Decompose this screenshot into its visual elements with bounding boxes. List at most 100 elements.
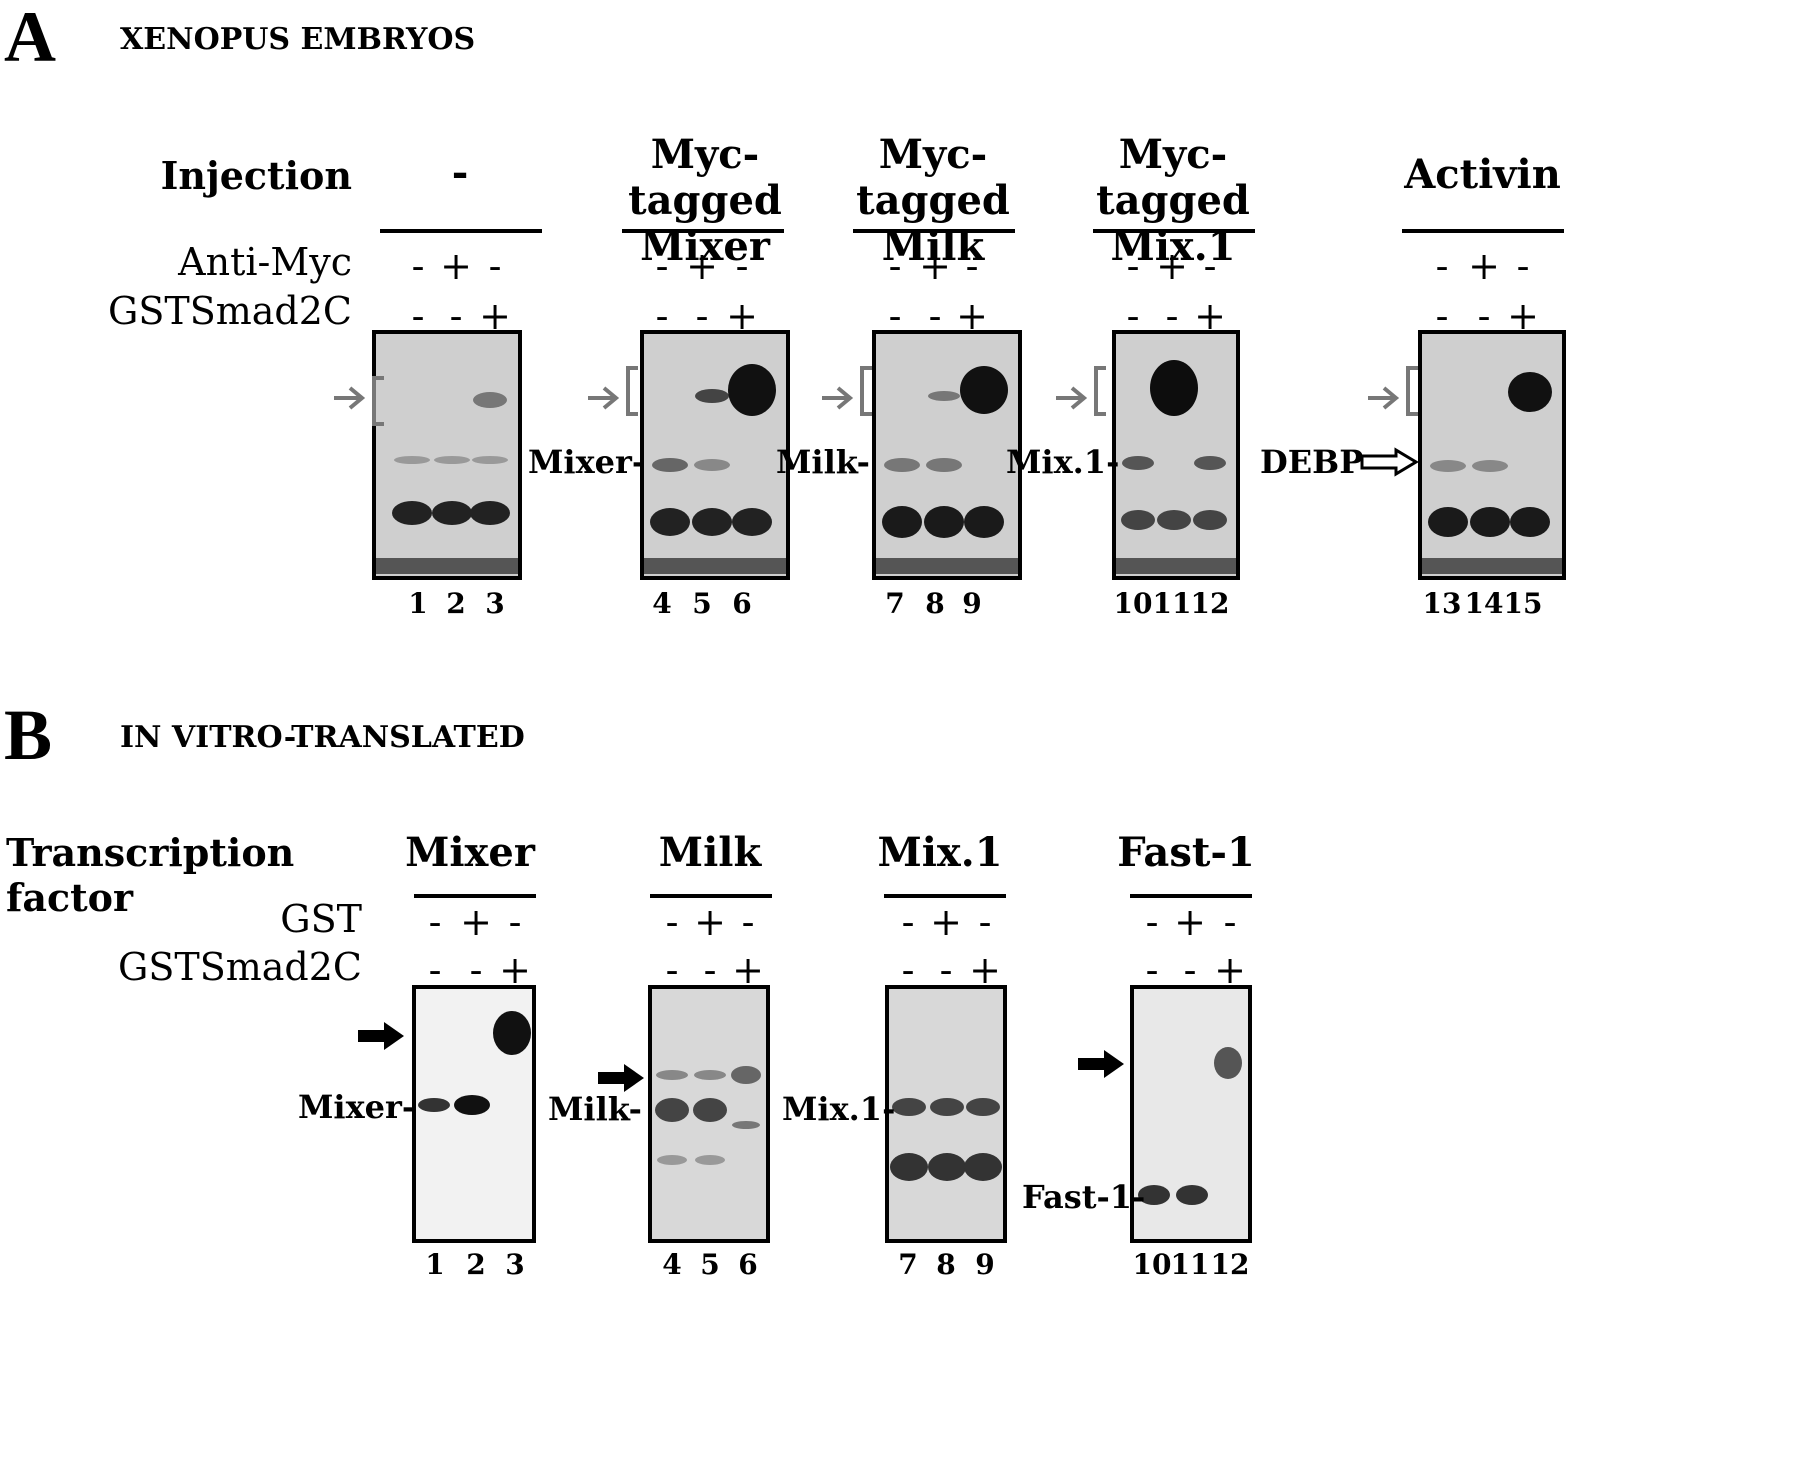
group-underline [650, 894, 772, 898]
group-underline [884, 894, 1006, 898]
gstsmad2c-sign: - [469, 948, 483, 992]
lane-number: 15 [1503, 587, 1543, 620]
band-free-probe [1193, 510, 1227, 530]
group-underline [622, 229, 784, 233]
band-free-probe [732, 508, 772, 536]
gstsmad2c-sign: - [449, 294, 463, 338]
gel-b-lanes-1-3 [412, 985, 536, 1243]
anti-myc-sign: - [735, 244, 749, 288]
gel-b-lanes-7-9 [885, 985, 1007, 1243]
row-label-gstsmad2c: GSTSmad2C [107, 289, 352, 333]
band-free-probe [1470, 507, 1510, 537]
gray-arrow-icon [822, 386, 854, 410]
band-complex [960, 366, 1008, 414]
panel-a-title: XENOPUS EMBRYOS [120, 22, 476, 57]
gel-bottom-smear [1422, 558, 1562, 574]
lane-number: 5 [692, 587, 712, 620]
panel-b-title: IN VITRO-TRANSLATED [120, 720, 525, 755]
band-free-probe [924, 506, 964, 538]
gray-arrow-icon [588, 386, 620, 410]
gst-sign: - [665, 900, 679, 944]
band-free-probe [650, 508, 690, 536]
band-free-probe [470, 501, 510, 525]
gstsmad2c-sign: - [703, 948, 717, 992]
group-underline [1402, 229, 1564, 233]
band-mix1 [930, 1098, 964, 1116]
gstsmad2c-sign: + [1214, 948, 1246, 992]
band-label-fast1-b: Fast-1- [1022, 1178, 1146, 1216]
lane-number: 10 [1113, 587, 1153, 620]
gstsmad2c-sign: - [939, 948, 953, 992]
band-milk [655, 1098, 689, 1122]
band-label-mixer: Mixer- [528, 443, 646, 481]
anti-myc-sign: + [919, 244, 951, 288]
band-faint [472, 456, 508, 464]
lane-number: 3 [485, 587, 505, 620]
band-free-probe [964, 506, 1004, 538]
arrow-bracket-a1 [334, 376, 384, 426]
gstsmad2c-sign: - [1165, 294, 1179, 338]
band-milk [693, 1098, 727, 1122]
band-complex [731, 1066, 761, 1084]
band-label-milk: Milk- [776, 443, 870, 481]
lane-number: 5 [700, 1248, 720, 1281]
gel-frame [1418, 330, 1566, 580]
gstsmad2c-sign: - [1435, 294, 1449, 338]
black-arrow-icon [598, 1064, 644, 1092]
gst-sign: + [460, 900, 492, 944]
lane-number: 2 [446, 587, 466, 620]
row-label-anti-myc: Anti-Myc [178, 240, 352, 284]
panel-a-letter: A [4, 0, 56, 77]
gstsmad2c-sign: - [695, 294, 709, 338]
header-line-1: Myc-tagged [628, 131, 782, 224]
band-complex [1508, 372, 1552, 412]
gst-sign: - [901, 900, 915, 944]
band-fast1 [1138, 1185, 1170, 1205]
gel-b-lanes-10-12 [1130, 985, 1252, 1243]
gstsmad2c-sign: + [732, 948, 764, 992]
gstsmad2c-sign: + [969, 948, 1001, 992]
gray-arrow-icon [1368, 386, 1400, 410]
tf-header-fast1: Fast-1 [1117, 829, 1255, 876]
lane-number: 1 [408, 587, 428, 620]
arrow-bracket-a4 [1056, 366, 1106, 416]
gst-sign: - [1145, 900, 1159, 944]
band-mixer [652, 458, 688, 472]
anti-myc-sign: - [411, 244, 425, 288]
lane-number: 7 [885, 587, 905, 620]
bracket-icon [1406, 366, 1418, 416]
anti-myc-sign: - [1203, 244, 1217, 288]
gel-bottom-smear [644, 558, 786, 574]
band-complex [728, 364, 776, 416]
group-underline [1093, 229, 1255, 233]
band-free-probe [1121, 510, 1155, 530]
group-underline [380, 229, 542, 233]
lane-number: 1 [425, 1248, 445, 1281]
band-faint [695, 1155, 725, 1165]
arrow-bracket-a3 [822, 366, 872, 416]
lane-number: 10 [1132, 1248, 1172, 1281]
gel-a-lanes-7-9 [872, 330, 1022, 580]
open-arrow-icon [1360, 447, 1419, 477]
band-lower [890, 1153, 928, 1181]
gel-frame [872, 330, 1022, 580]
band-label-milk-b: Milk- [548, 1090, 642, 1128]
gray-arrow-icon [1056, 386, 1088, 410]
gray-arrow-icon [334, 386, 366, 410]
gel-a-lanes-13-15 [1418, 330, 1566, 580]
gst-sign: + [694, 900, 726, 944]
anti-myc-sign: + [440, 244, 472, 288]
lane-number: 6 [732, 587, 752, 620]
lane-number: 11 [1152, 587, 1192, 620]
gstsmad2c-sign: - [655, 294, 669, 338]
lane-number: 12 [1190, 587, 1230, 620]
row-label-gstsmad2c-b: GSTSmad2C [117, 945, 362, 989]
band-faint [656, 1070, 688, 1080]
gst-sign: + [1174, 900, 1206, 944]
anti-myc-sign: + [1156, 244, 1188, 288]
band-free-probe [692, 508, 732, 536]
band-debp [1472, 460, 1508, 472]
band-mix1 [892, 1098, 926, 1116]
arrow-bracket-a5 [1368, 366, 1418, 416]
band-faint [434, 456, 470, 464]
